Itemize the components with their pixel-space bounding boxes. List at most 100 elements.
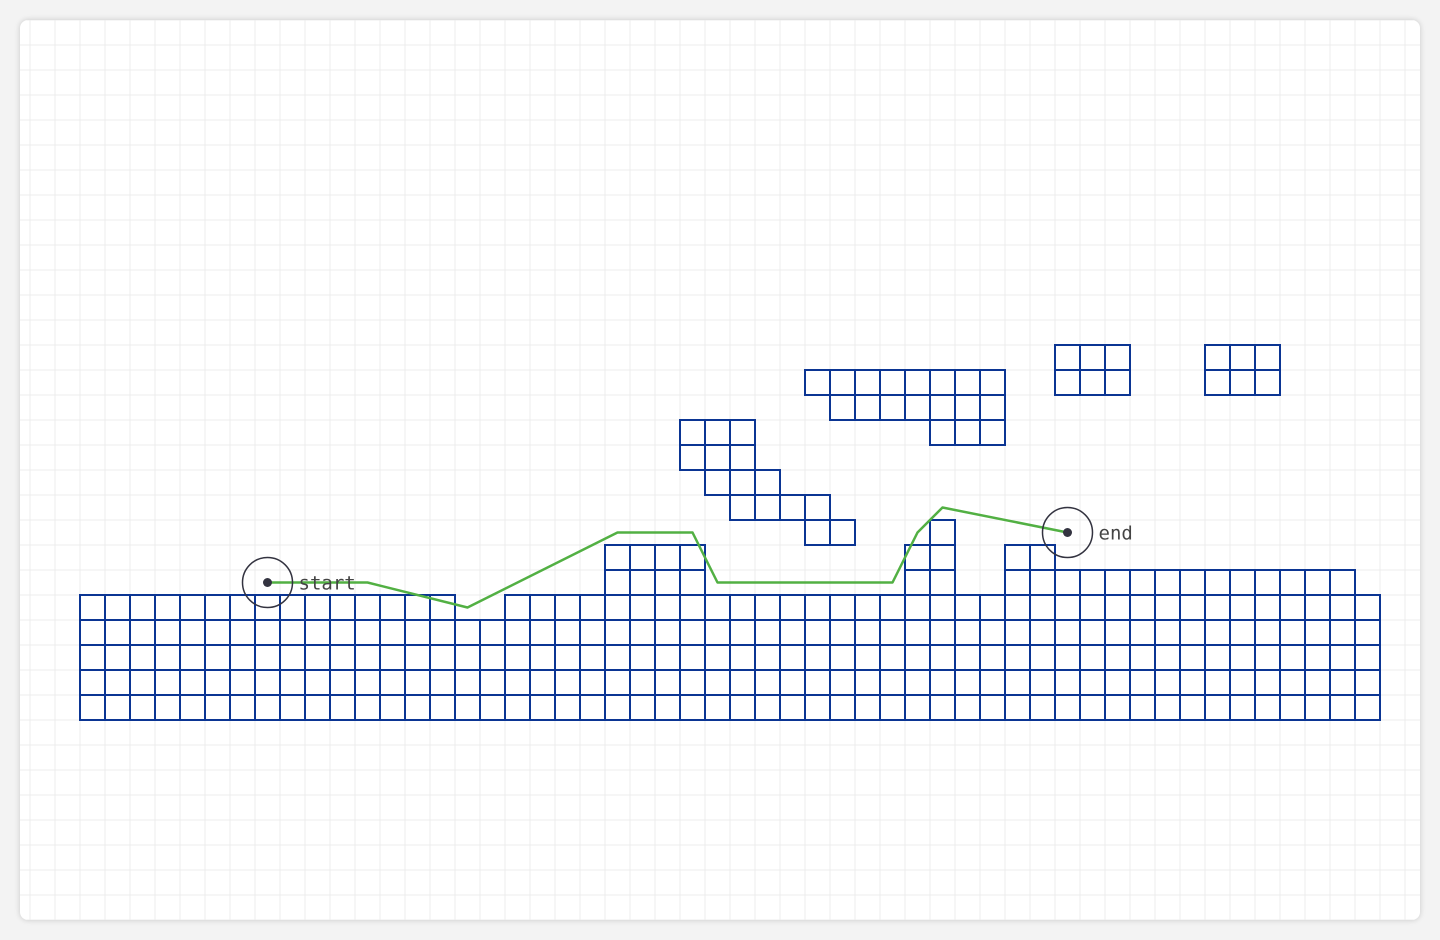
tile[interactable] <box>1179 594 1206 621</box>
tile[interactable] <box>1179 619 1206 646</box>
tile[interactable] <box>629 544 656 571</box>
tile[interactable] <box>854 619 881 646</box>
tile[interactable] <box>1004 544 1031 571</box>
tile[interactable] <box>679 444 706 471</box>
tile[interactable] <box>1329 669 1356 696</box>
tile[interactable] <box>879 394 906 421</box>
tile[interactable] <box>879 669 906 696</box>
tile[interactable] <box>1304 694 1331 721</box>
tile[interactable] <box>754 644 781 671</box>
tile[interactable] <box>904 644 931 671</box>
start-marker[interactable]: start <box>241 556 356 609</box>
tile[interactable] <box>929 419 956 446</box>
tile[interactable] <box>104 694 131 721</box>
tile[interactable] <box>179 619 206 646</box>
tile[interactable] <box>979 644 1006 671</box>
tile[interactable] <box>104 644 131 671</box>
tile[interactable] <box>154 644 181 671</box>
tile[interactable] <box>954 694 981 721</box>
tile[interactable] <box>1204 644 1231 671</box>
tile[interactable] <box>179 594 206 621</box>
tile[interactable] <box>679 419 706 446</box>
tile[interactable] <box>904 619 931 646</box>
tile[interactable] <box>1054 669 1081 696</box>
tile[interactable] <box>129 644 156 671</box>
tile[interactable] <box>754 619 781 646</box>
tile[interactable] <box>729 669 756 696</box>
tile[interactable] <box>1229 594 1256 621</box>
tile[interactable] <box>754 594 781 621</box>
tile[interactable] <box>254 644 281 671</box>
tile[interactable] <box>329 644 356 671</box>
tile[interactable] <box>604 669 631 696</box>
tile[interactable] <box>854 394 881 421</box>
tile[interactable] <box>704 469 731 496</box>
tile[interactable] <box>1254 594 1281 621</box>
tile[interactable] <box>1054 369 1081 396</box>
tile[interactable] <box>379 669 406 696</box>
tile[interactable] <box>979 694 1006 721</box>
tile[interactable] <box>1054 644 1081 671</box>
tile[interactable] <box>929 619 956 646</box>
tile[interactable] <box>779 494 806 521</box>
tile[interactable] <box>1254 569 1281 596</box>
tile[interactable] <box>504 669 531 696</box>
tile[interactable] <box>1104 344 1131 371</box>
tile[interactable] <box>854 594 881 621</box>
tile[interactable] <box>1204 594 1231 621</box>
tile[interactable] <box>804 644 831 671</box>
tile[interactable] <box>604 619 631 646</box>
tile[interactable] <box>729 419 756 446</box>
tile[interactable] <box>729 444 756 471</box>
tile[interactable] <box>979 394 1006 421</box>
tile[interactable] <box>529 619 556 646</box>
tile[interactable] <box>1129 569 1156 596</box>
tile[interactable] <box>529 644 556 671</box>
tile[interactable] <box>404 644 431 671</box>
tile[interactable] <box>1129 694 1156 721</box>
tile[interactable] <box>729 469 756 496</box>
tile[interactable] <box>704 669 731 696</box>
tile[interactable] <box>979 369 1006 396</box>
tile[interactable] <box>404 619 431 646</box>
tile[interactable] <box>1254 694 1281 721</box>
tile[interactable] <box>1354 619 1381 646</box>
tile[interactable] <box>79 619 106 646</box>
tile[interactable] <box>1029 694 1056 721</box>
tile[interactable] <box>1104 594 1131 621</box>
tile[interactable] <box>629 644 656 671</box>
tile[interactable] <box>1029 644 1056 671</box>
tile[interactable] <box>204 669 231 696</box>
tile[interactable] <box>404 594 431 621</box>
tile[interactable] <box>604 594 631 621</box>
tile[interactable] <box>354 644 381 671</box>
tile[interactable] <box>1154 694 1181 721</box>
tile[interactable] <box>779 644 806 671</box>
tile[interactable] <box>279 619 306 646</box>
tile[interactable] <box>1229 619 1256 646</box>
tile[interactable] <box>229 644 256 671</box>
tile[interactable] <box>304 594 331 621</box>
tile[interactable] <box>1029 544 1056 571</box>
tile[interactable] <box>379 694 406 721</box>
tile[interactable] <box>1079 569 1106 596</box>
tile[interactable] <box>754 494 781 521</box>
tile[interactable] <box>379 644 406 671</box>
tile[interactable] <box>354 619 381 646</box>
tile[interactable] <box>354 594 381 621</box>
tile[interactable] <box>579 694 606 721</box>
tile[interactable] <box>579 619 606 646</box>
tile[interactable] <box>1329 694 1356 721</box>
tile[interactable] <box>829 594 856 621</box>
tile[interactable] <box>304 644 331 671</box>
tile[interactable] <box>254 669 281 696</box>
tile[interactable] <box>1029 619 1056 646</box>
tile[interactable] <box>204 644 231 671</box>
tile[interactable] <box>954 594 981 621</box>
tile[interactable] <box>1254 644 1281 671</box>
tile[interactable] <box>604 569 631 596</box>
tile[interactable] <box>904 369 931 396</box>
tile[interactable] <box>354 694 381 721</box>
tile[interactable] <box>554 644 581 671</box>
tile[interactable] <box>1054 344 1081 371</box>
